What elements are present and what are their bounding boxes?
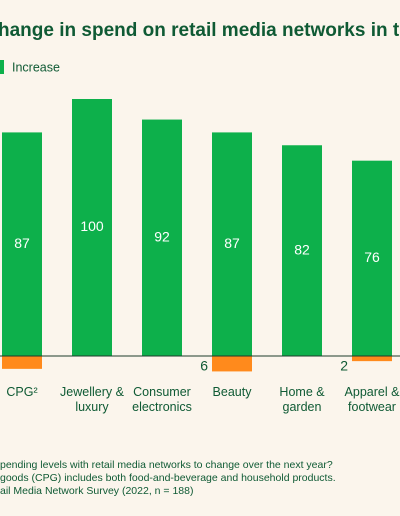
value-label: 100	[80, 218, 104, 234]
legend-label: Increase	[12, 60, 60, 74]
footnote: goods (CPG) includes both food-and-bever…	[0, 472, 336, 484]
x-tick-label: Jewellery & luxury	[60, 385, 124, 414]
footnote: ail Media Network Survey (2022, n = 188)	[0, 485, 194, 497]
bar	[282, 145, 322, 356]
value-label: 82	[294, 241, 310, 257]
bar	[212, 132, 252, 356]
bar	[212, 356, 252, 372]
value-label: 76	[364, 249, 380, 265]
x-tick-label: Beauty	[212, 385, 252, 399]
bar	[352, 356, 392, 362]
bar	[2, 356, 42, 369]
footnote: pending levels with retail media network…	[0, 459, 333, 471]
bar	[352, 160, 392, 356]
x-tick-label: CPG²	[6, 385, 38, 399]
chart-title: hange in spend on retail media networks …	[0, 20, 400, 41]
value-label: 6	[200, 358, 208, 374]
x-tick-label: Home & garden	[279, 385, 325, 414]
bar	[2, 132, 42, 356]
x-tick-label: Apparel & footwear	[344, 385, 400, 414]
bar	[72, 99, 112, 356]
value-label: 87	[224, 235, 240, 251]
value-label: 87	[14, 235, 30, 251]
bar	[142, 119, 182, 356]
value-label: 2	[340, 358, 348, 374]
value-label: 92	[154, 228, 170, 244]
legend-swatch	[0, 60, 4, 74]
x-tick-label: Consumer electronics	[132, 385, 192, 414]
